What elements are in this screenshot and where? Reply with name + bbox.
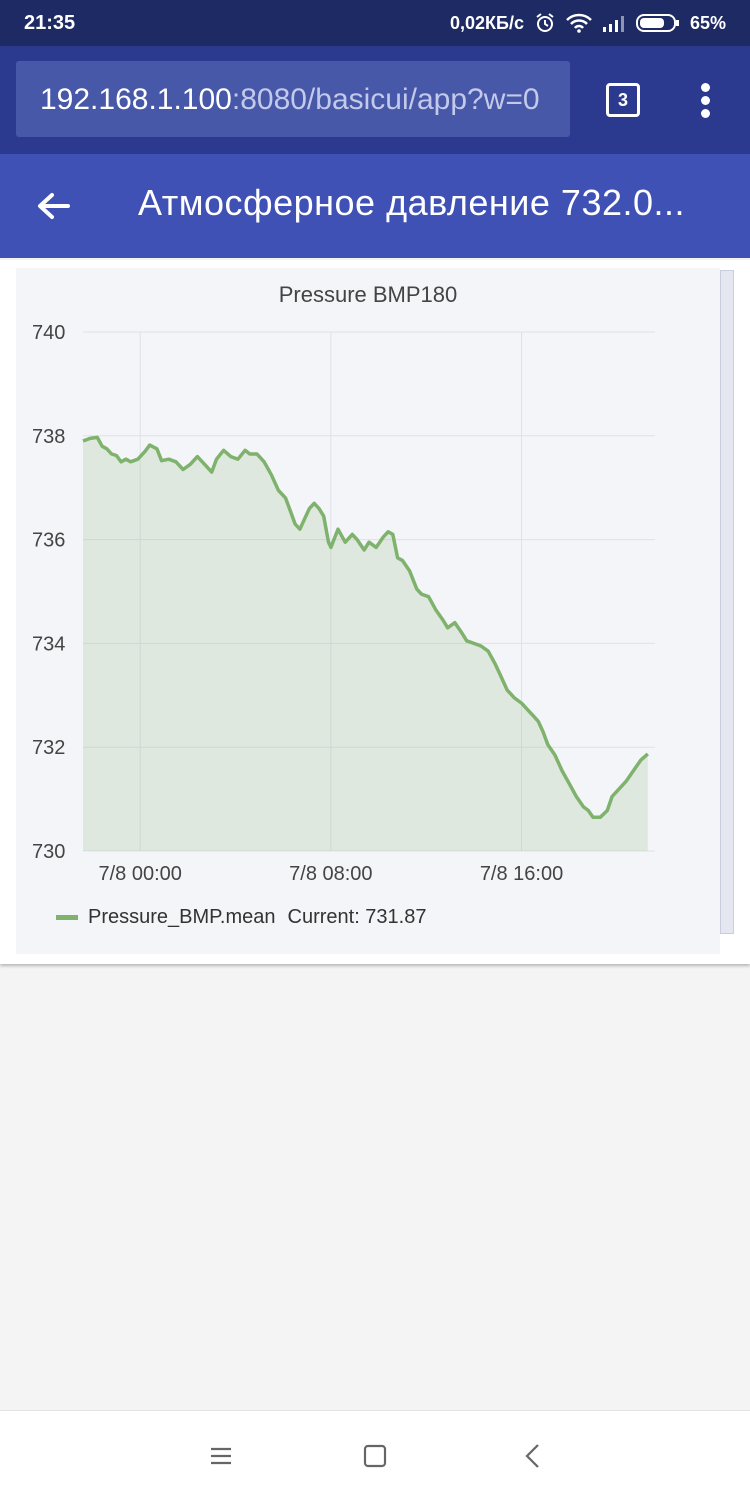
network-speed: 0,02КБ/с [450,12,524,33]
chart-title: Pressure BMP180 [278,282,458,307]
back-chevron-icon[interactable] [518,1441,548,1471]
browser-toolbar: 192.168.1.100:8080/basicui/app?w=0 3 [0,46,750,154]
app-bar: Атмосферное давление 732.0... [0,154,750,258]
signal-icon [602,14,626,32]
legend-swatch [56,915,78,920]
alarm-icon [534,12,556,34]
chart-scrollbar[interactable] [720,270,734,934]
menu-lines-icon[interactable] [206,1441,236,1471]
chart-panel: Pressure BMP180 740 738 736 734 732 730 7/8 00… [16,268,720,954]
legend-series-label: Pressure_BMP.mean [88,906,276,928]
battery-level: 65% [689,12,726,33]
y-tick-label: 738 [32,426,65,448]
pressure-chart: 740 738 736 734 732 730 7/8 00:00 7/8 08:00 7/8 … [32,322,655,885]
x-tick-label: 7/8 00:00 [98,863,181,885]
home-square-icon[interactable] [360,1441,390,1471]
back-arrow-icon[interactable] [34,186,74,226]
x-tick-label: 7/8 16:00 [480,863,563,885]
overflow-menu-icon[interactable] [694,81,718,121]
system-nav-bar [0,1410,750,1501]
y-tick-label: 740 [32,322,65,344]
chart-legend: Pressure_BMP.mean Current: 731.87 [56,906,426,929]
y-tick-label: 734 [32,633,65,655]
chart-card: Pressure BMP180 740 738 736 734 732 730 7/8 00… [0,260,750,964]
address-bar[interactable]: 192.168.1.100:8080/basicui/app?w=0 [16,61,570,137]
url-text: 192.168.1.100:8080/basicui/app?w=0 [40,83,540,117]
url-host: 192.168.1.100 [40,83,232,116]
status-time: 21:35 [24,12,76,34]
y-tick-label: 732 [32,737,65,759]
series-area [83,437,648,851]
status-indicators: 0,02КБ/с 65% [450,12,726,34]
x-tick-label: 7/8 08:00 [289,863,372,885]
url-path: :8080/basicui/app?w=0 [231,83,540,116]
battery-icon [635,13,680,33]
y-tick-label: 736 [32,530,65,552]
page-title: Атмосферное давление 732.0... [138,182,686,223]
wifi-icon [566,13,592,33]
y-tick-label: 730 [32,841,65,863]
tabs-button[interactable]: 3 [606,83,640,117]
status-bar: 21:35 0,02КБ/с 65% [0,0,750,46]
legend-current-value: Current: 731.87 [287,906,427,928]
series-line [82,435,649,820]
